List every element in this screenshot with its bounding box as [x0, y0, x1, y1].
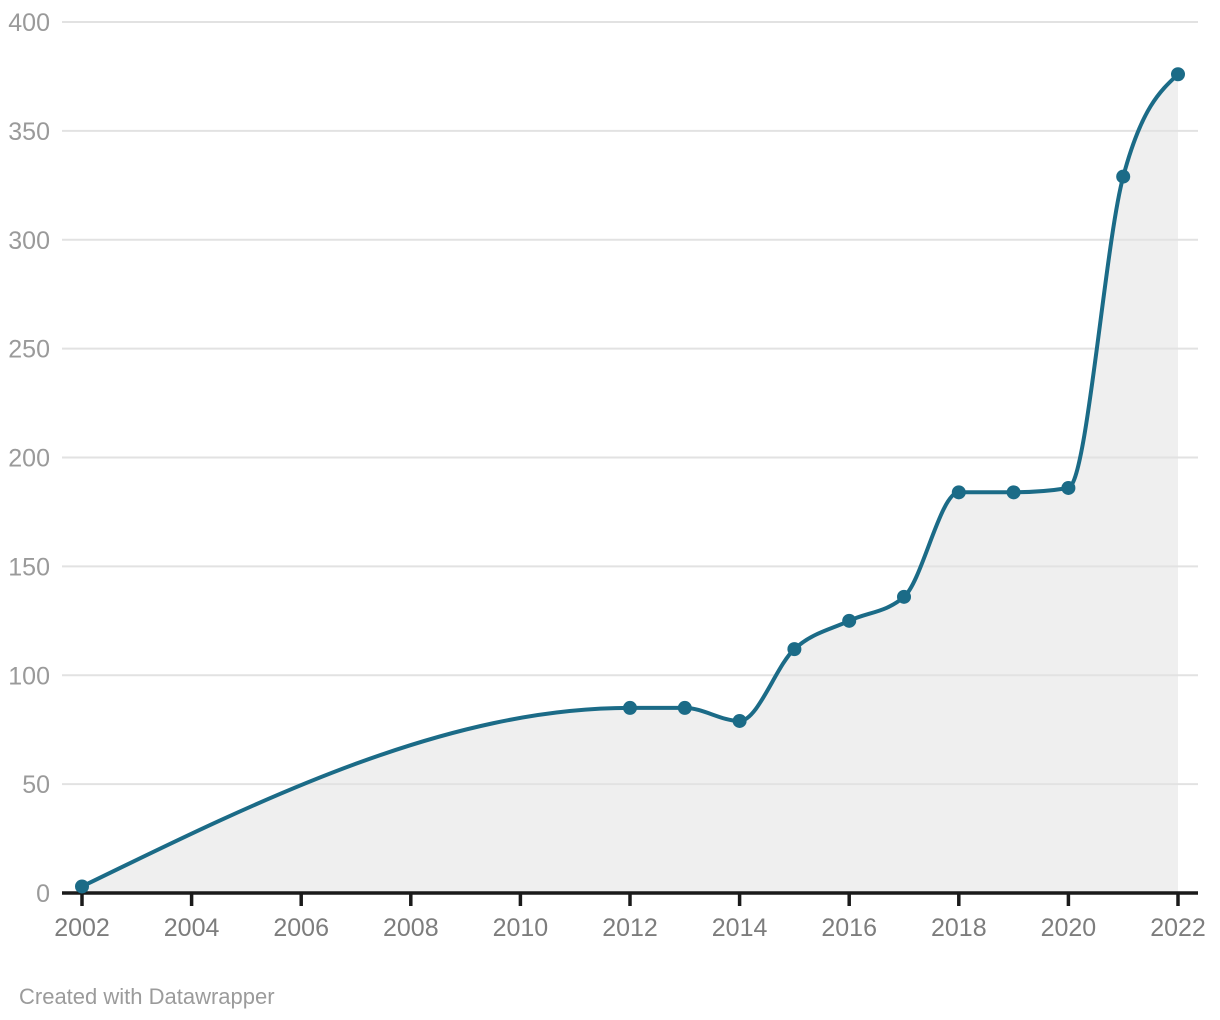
data-point-2014[interactable] [732, 713, 747, 728]
x-axis-label-2010: 2010 [493, 914, 549, 942]
x-axis-label-2012: 2012 [602, 914, 658, 942]
x-axis-label-2006: 2006 [273, 914, 329, 942]
y-axis-label-250: 250 [8, 336, 50, 364]
y-axis-label-350: 350 [8, 118, 50, 146]
x-axis-label-2004: 2004 [164, 914, 220, 942]
y-axis-label-200: 200 [8, 445, 50, 473]
data-point-2022[interactable] [1171, 67, 1185, 82]
x-axis-label-2022: 2022 [1150, 914, 1206, 942]
x-axis-label-2008: 2008 [383, 914, 439, 942]
area-fill [82, 74, 1178, 894]
x-axis-label-2002: 2002 [54, 914, 110, 942]
data-point-2020[interactable] [1061, 480, 1076, 495]
y-axis-label-0: 0 [36, 880, 50, 908]
data-point-2021[interactable] [1116, 169, 1131, 184]
datawrapper-credit-link[interactable]: Created with Datawrapper [19, 984, 275, 1009]
y-axis-label-50: 50 [22, 771, 50, 799]
y-axis-label-400: 400 [8, 9, 50, 37]
data-point-2012[interactable] [623, 700, 637, 715]
data-point-2017[interactable] [897, 589, 911, 604]
data-point-2015[interactable] [787, 642, 802, 657]
data-line [80, 72, 1180, 889]
data-point-2019[interactable] [1006, 485, 1021, 500]
y-axis-label-100: 100 [8, 662, 50, 690]
x-axis-label-2018: 2018 [931, 914, 987, 942]
data-point-2018[interactable] [951, 485, 966, 500]
data-point-2013[interactable] [677, 700, 692, 715]
data-point-2016[interactable] [842, 613, 857, 628]
x-axis-label-2014: 2014 [712, 914, 768, 942]
x-axis-label-2016: 2016 [821, 914, 877, 942]
x-axis-label-2020: 2020 [1041, 914, 1097, 942]
data-point-2002[interactable] [75, 879, 89, 894]
y-axis-label-150: 150 [8, 553, 50, 581]
y-axis-label-300: 300 [8, 227, 50, 255]
